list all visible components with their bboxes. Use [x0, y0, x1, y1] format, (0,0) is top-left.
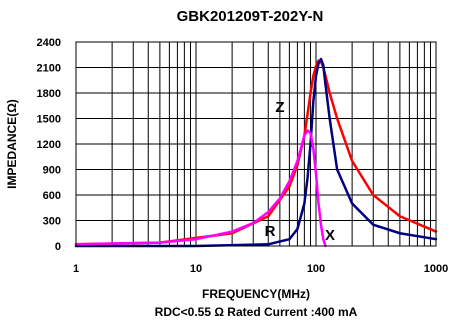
y-tick-label: 1200 [37, 139, 61, 151]
y-tick-label: 900 [43, 165, 61, 177]
y-tick-label: 2400 [37, 37, 61, 49]
chart-title: GBK201209T-202Y-N [177, 8, 324, 25]
x-tick-label: 1 [73, 263, 79, 275]
y-tick-label: 0 [55, 241, 61, 253]
series-label-z: Z [275, 99, 284, 116]
series-line-z [74, 59, 438, 246]
y-axis-label: IMPEDANCE(Ω) [5, 99, 19, 189]
series-label-r: R [265, 223, 276, 240]
x-axis-label: FREQUENCY(MHz) [202, 287, 310, 301]
y-tick-label: 1800 [37, 88, 61, 100]
x-tick-label: 1000 [424, 263, 448, 275]
x-tick-label: 100 [307, 263, 325, 275]
series-line-r [74, 57, 438, 248]
plot-frame [75, 41, 437, 247]
tick-labels: 0 300 600 900 1200 1500 1800 2100 2400 1 10 100 1000 [37, 37, 449, 275]
series-lines [74, 57, 438, 248]
series-label-x: X [325, 227, 335, 244]
y-tick-label: 300 [43, 216, 61, 228]
x-tick-label: 10 [190, 263, 202, 275]
y-tick-label: 2100 [37, 63, 61, 75]
y-tick-label: 1500 [37, 114, 61, 126]
y-tick-label: 600 [43, 190, 61, 202]
series-line-x [74, 129, 327, 248]
rating-note: RDC<0.55 Ω Rated Current :400 mA [155, 305, 358, 319]
grid [76, 42, 436, 246]
